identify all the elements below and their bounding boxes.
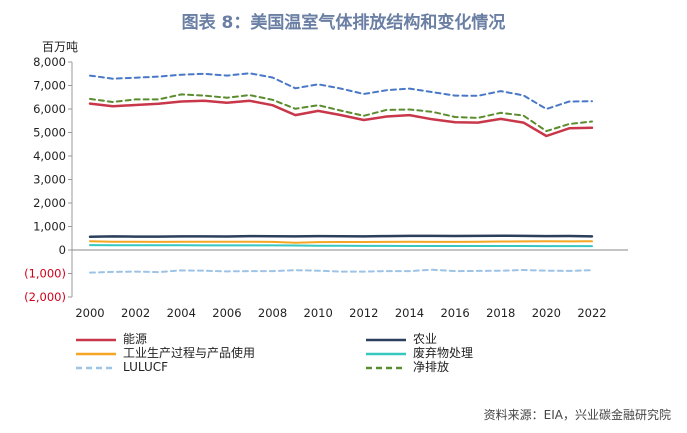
legend-swatch: [76, 338, 116, 341]
x-tick-label: 2010: [304, 306, 333, 320]
x-tick-label: 2008: [258, 306, 287, 320]
legend-label: 净排放: [413, 360, 450, 374]
source-note: 资料来源：EIA，兴业碳金融研究院: [483, 408, 671, 422]
series-line: [88, 99, 594, 138]
series-line: [89, 72, 593, 110]
legend-item: 工业生产过程与产品使用: [75, 345, 255, 361]
legend-swatch: [76, 352, 116, 355]
series-layer: [88, 72, 594, 274]
series-line: [89, 240, 593, 244]
x-tick-label: 2022: [577, 306, 606, 320]
y-tick-label: 8,000: [33, 55, 66, 69]
x-tick-label: 2000: [75, 306, 104, 320]
legend-label: 工业生产过程与产品使用: [123, 346, 256, 360]
y-tick-label: 7,000: [33, 79, 66, 93]
legend-swatch: [76, 366, 116, 369]
series-line: [89, 268, 593, 274]
y-axis-unit: 百万吨: [42, 40, 79, 54]
legend-label: 废弃物处理: [413, 346, 474, 360]
x-tick-label: 2020: [532, 306, 561, 320]
x-tick-label: 2002: [121, 306, 150, 320]
legend-label: 农业: [413, 332, 438, 346]
legend-item: LULUCF: [75, 359, 168, 375]
y-tick-label: 4,000: [33, 149, 66, 163]
y-tick-label: 1,000: [33, 220, 66, 234]
y-tick-label: 2,000: [33, 196, 66, 210]
x-tick-label: 2016: [440, 306, 469, 320]
y-tick-label: 3,000: [33, 173, 66, 187]
line-chart: 8,000 7,000 6,000 5,000 4,000 3,000 2,000 1,000…: [24, 55, 628, 320]
x-tick-label: 2018: [486, 306, 515, 320]
series-line: [89, 93, 593, 133]
axis-layer: 8,000 7,000 6,000 5,000 4,000 3,000 2,000 1,000…: [24, 55, 607, 320]
legend-label: LULUCF: [123, 360, 169, 374]
chart-title: 图表 8：美国温室气体排放结构和变化情况: [181, 13, 506, 33]
y-tick-label: 5,000: [33, 126, 66, 140]
x-tick-label: 2004: [167, 306, 196, 320]
x-tick-label: 2006: [212, 306, 241, 320]
legend-swatch: [366, 352, 406, 355]
legend-item: 能源: [75, 331, 147, 347]
x-tick-label: 2014: [395, 306, 424, 320]
y-tick-label: (1,000): [24, 267, 66, 281]
legend-swatch: [366, 338, 406, 341]
x-tick-label: 2012: [349, 306, 378, 320]
y-tick-label: 6,000: [33, 102, 66, 116]
legend-label: 能源: [123, 332, 148, 346]
legend-item: 废弃物处理: [365, 345, 473, 361]
legend-item: 农业: [365, 331, 437, 347]
y-tick-label: (2,000): [24, 290, 66, 304]
series-line: [88, 234, 594, 239]
y-tick-label: 0: [59, 243, 66, 257]
legend-item: 净排放: [365, 359, 449, 375]
legend-swatch: [366, 366, 406, 369]
series-line: [89, 244, 593, 248]
